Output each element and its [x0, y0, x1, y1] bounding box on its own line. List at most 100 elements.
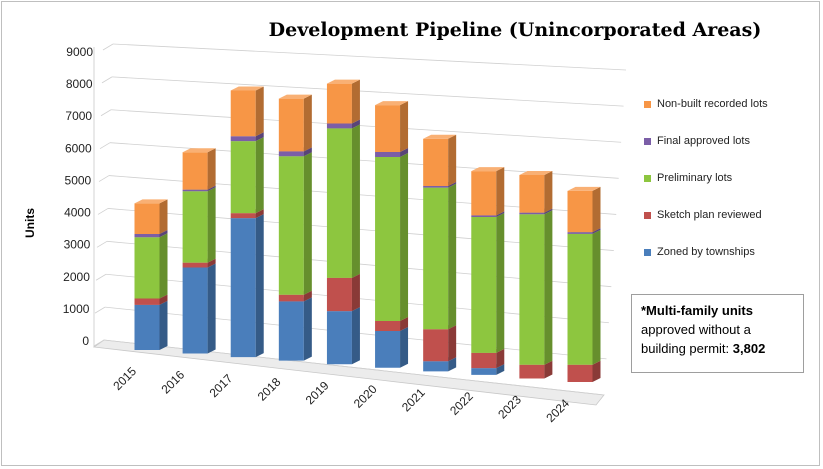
bar-front — [375, 330, 401, 368]
bar-side — [159, 230, 168, 238]
bar-front — [326, 123, 352, 129]
bar-side — [159, 233, 168, 299]
x-tick-label: 2021 — [399, 385, 428, 414]
bar-side — [351, 273, 360, 312]
legend-swatch — [644, 248, 651, 256]
bar-top — [182, 148, 216, 153]
y-tick-label: 9000 — [66, 45, 93, 59]
bar-side — [400, 326, 409, 368]
bar-segment-preliminary-lots-2022 — [471, 213, 505, 353]
legend-item: Preliminary lots — [644, 170, 732, 186]
bar-segment-non-built-recorded-lots-2023 — [519, 170, 553, 213]
bar-segment-non-built-recorded-lots-2024 — [567, 186, 601, 233]
bar-front — [182, 191, 208, 263]
bar-side — [351, 124, 360, 278]
bar-front — [423, 187, 449, 330]
bar-front — [375, 320, 401, 331]
bar-top — [134, 199, 168, 204]
bar-front — [567, 233, 593, 365]
gridline-8000 — [111, 76, 624, 107]
legend-label: Zoned by townships — [657, 246, 755, 258]
bar-segment-zoned-by-townships-2018 — [278, 297, 312, 361]
bar-top — [567, 186, 601, 191]
bar-side — [400, 153, 409, 321]
x-tick-label: 2023 — [495, 392, 524, 421]
bar-segment-preliminary-lots-2023 — [519, 210, 553, 365]
bar-side — [303, 290, 312, 302]
gridline-side-3000 — [96, 240, 108, 248]
bar-side — [255, 132, 264, 142]
gridline-side-7000 — [100, 109, 112, 117]
bar-front — [423, 138, 449, 186]
bar-side — [400, 101, 409, 152]
x-tick-label: 2016 — [158, 368, 187, 397]
bar-side — [448, 325, 457, 362]
y-tick-label: 1000 — [63, 302, 90, 316]
legend-item: Zoned by townships — [644, 244, 755, 260]
bar-segment-zoned-by-townships-2019 — [326, 307, 360, 365]
bar-2022 — [471, 167, 505, 375]
legend-label: Sketch plan reviewed — [657, 209, 762, 221]
bar-top — [471, 167, 505, 172]
bar-front — [278, 98, 304, 152]
bar-2024 — [567, 186, 601, 382]
legend-item: Sketch plan reviewed — [644, 207, 762, 223]
gridline-side-8000 — [101, 76, 113, 84]
bar-front — [182, 267, 208, 354]
bar-side — [544, 210, 553, 365]
bar-side — [255, 86, 264, 137]
bar-side — [351, 79, 360, 124]
note-value: 3,802 — [732, 341, 766, 356]
bar-2023 — [519, 170, 553, 379]
bar-front — [182, 152, 208, 190]
bar-side — [207, 185, 216, 192]
bar-segment-non-built-recorded-lots-2021 — [423, 134, 457, 186]
bar-side — [400, 147, 409, 157]
bar-segment-preliminary-lots-2017 — [230, 137, 264, 214]
bar-side — [351, 119, 360, 129]
y-tick-label: 6000 — [65, 141, 92, 155]
legend-swatch — [644, 174, 651, 182]
chart-title: Development Pipeline (Unincorporated Are… — [268, 19, 762, 41]
y-tick-label: 5000 — [65, 173, 92, 187]
bar-front — [134, 234, 160, 238]
gridline-side-5000 — [98, 175, 110, 182]
note-box: *Multi-family units approved without a b… — [631, 294, 804, 373]
legend-label: Preliminary lots — [657, 172, 733, 184]
bar-front — [375, 151, 401, 157]
bar-top — [375, 101, 409, 106]
bar-2019 — [326, 79, 360, 365]
legend-label: Final approved lots — [657, 135, 750, 147]
bar-segment-preliminary-lots-2019 — [326, 124, 360, 278]
bar-front — [567, 232, 593, 234]
bar-top — [278, 94, 312, 99]
bar-front — [230, 213, 256, 219]
bar-side — [592, 229, 601, 365]
x-tick-label: 2015 — [110, 364, 139, 393]
bar-segment-zoned-by-townships-2016 — [182, 263, 216, 354]
bar-side — [303, 152, 312, 295]
bar-front — [230, 141, 256, 214]
gridline-side-9000 — [102, 43, 114, 51]
bar-side — [303, 94, 312, 152]
bar-2021 — [423, 134, 457, 372]
bar-front — [423, 329, 449, 362]
bar-front — [326, 128, 352, 278]
bar-side — [544, 208, 553, 215]
bar-front — [423, 361, 449, 372]
gridline-7000 — [110, 109, 622, 143]
bar-front — [519, 174, 545, 213]
bar-2016 — [182, 148, 216, 354]
bar-segment-preliminary-lots-2018 — [278, 152, 312, 295]
bar-front — [519, 364, 545, 379]
bar-front — [278, 151, 304, 157]
bar-front — [278, 294, 304, 302]
bar-side — [255, 214, 264, 358]
bar-side — [448, 183, 457, 330]
bar-segment-zoned-by-townships-2015 — [134, 300, 168, 350]
bar-side — [592, 228, 601, 234]
bar-segment-sketch-plan-reviewed-2021 — [423, 325, 457, 362]
y-tick-label: 8000 — [66, 77, 93, 91]
x-tick-label: 2020 — [351, 382, 380, 411]
bar-side — [496, 348, 505, 369]
